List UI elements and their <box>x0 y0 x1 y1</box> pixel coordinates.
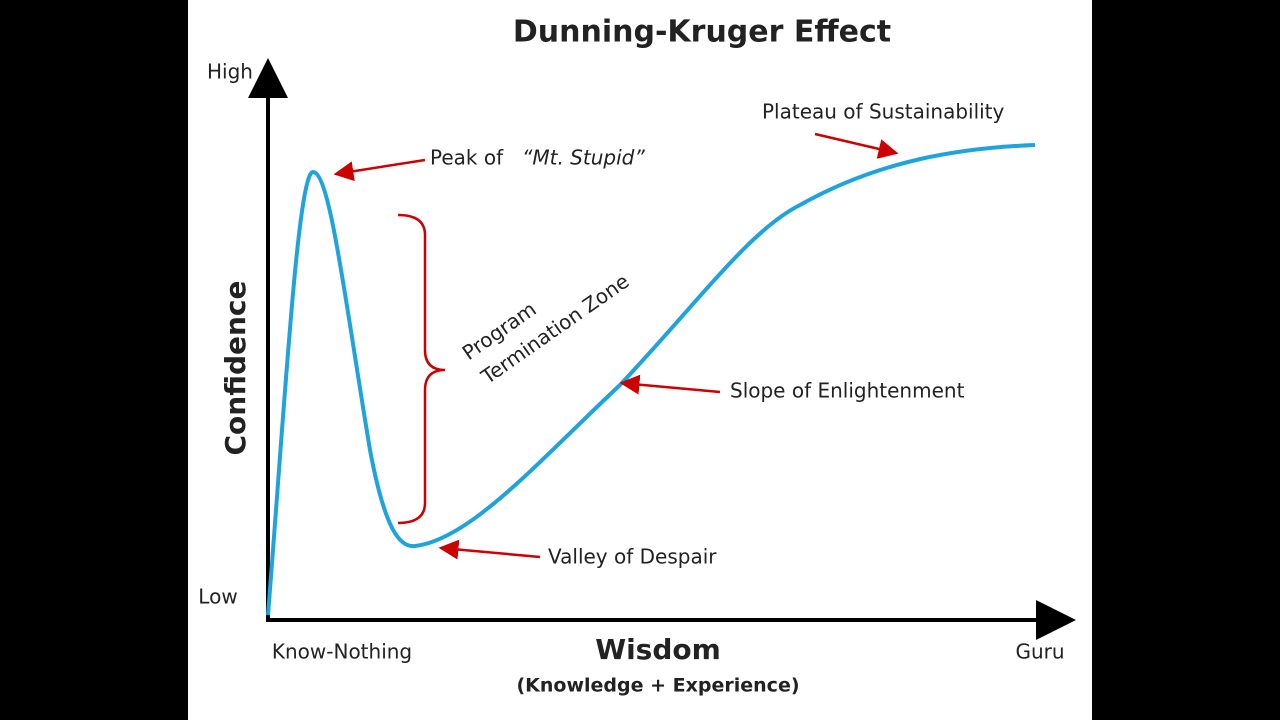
annotation: Plateau of Sustainability <box>762 100 1005 124</box>
title: Dunning-Kruger Effect <box>513 15 891 50</box>
x-label: Wisdom <box>595 633 721 666</box>
annotation: Peak of <box>430 146 504 170</box>
arrow <box>333 158 426 182</box>
arrow <box>619 374 721 395</box>
arrow <box>438 539 541 560</box>
annotation: Valley of Despair <box>548 545 717 569</box>
brace <box>397 213 446 525</box>
y-high: High <box>207 60 253 84</box>
y-low: Low <box>198 585 237 609</box>
canvas <box>188 0 1092 720</box>
x-right: Guru <box>1015 640 1064 664</box>
curve <box>266 143 1036 616</box>
y-label: Confidence <box>219 280 252 455</box>
x-sublabel: (Knowledge + Experience) <box>516 675 799 697</box>
x-left: Know-Nothing <box>272 640 412 664</box>
annotation: “Mt. Stupid” <box>522 146 645 170</box>
annotation: Slope of Enlightenment <box>730 379 965 403</box>
arrow <box>814 132 899 159</box>
